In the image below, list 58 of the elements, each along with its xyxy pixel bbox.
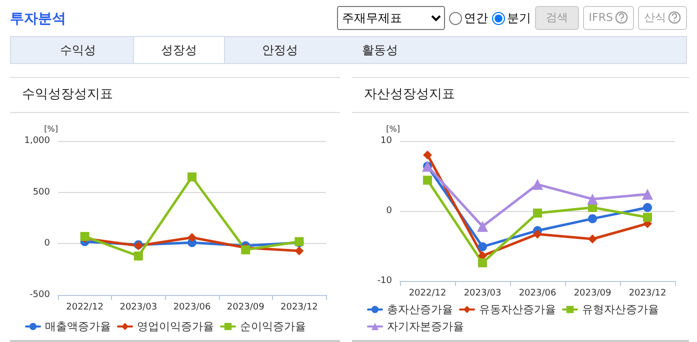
legend-label: 유동자산증가율 — [479, 303, 556, 316]
y-tick-label: 1,000 — [24, 136, 50, 146]
text: 안정성 — [261, 42, 299, 59]
text: 수익성 — [59, 42, 97, 59]
x-tick-label: 2023/06 — [173, 302, 211, 312]
x-tick-label: 2023/06 — [518, 288, 556, 298]
y-tick-label: 10 — [380, 136, 392, 146]
point — [643, 212, 652, 222]
text: 활동성 — [361, 42, 399, 59]
legend-label: 유형자산증가율 — [582, 303, 659, 316]
point — [533, 230, 542, 239]
x-tick-label: 2022/12 — [66, 302, 104, 312]
point — [423, 176, 432, 185]
legend-label: 영업이익증가율 — [137, 320, 214, 333]
point — [643, 203, 652, 212]
point — [477, 220, 488, 232]
chart-title: 수익성장성지표 — [10, 78, 340, 113]
x-tick-label: 2023/09 — [226, 302, 265, 312]
text: IFRS — [582, 6, 634, 30]
point — [134, 251, 143, 260]
x-tick-label: 2023/09 — [574, 288, 612, 298]
chart-title: 자산성장성지표 — [352, 78, 689, 113]
y-axis-title: [%] — [44, 124, 58, 134]
text: 산식 — [638, 6, 687, 30]
point — [188, 172, 196, 182]
text: 검색 — [534, 6, 579, 30]
point — [642, 188, 653, 200]
legend-label: 총자산증가율 — [387, 303, 453, 316]
text: 주재무제표 — [336, 6, 445, 30]
y-tick-label: 0 — [386, 206, 392, 216]
point — [294, 246, 304, 256]
point — [587, 194, 598, 205]
text: 분기 — [506, 10, 531, 26]
y-tick-label: 500 — [32, 187, 50, 198]
point — [533, 208, 542, 218]
point — [423, 150, 432, 160]
legend-label: 순이익증가율 — [240, 320, 306, 333]
point — [588, 214, 597, 224]
text: 연간 — [462, 10, 488, 26]
y-axis-title: [%] — [386, 124, 400, 134]
point — [532, 178, 543, 190]
point — [80, 232, 90, 241]
y-tick-label: -500 — [30, 290, 50, 300]
point — [188, 233, 196, 242]
text: 투자분석 — [10, 10, 66, 28]
legend-label: 자기자본증가율 — [387, 320, 464, 333]
x-tick-label: 2023/12 — [628, 288, 666, 298]
x-tick-label: 2023/03 — [120, 302, 158, 312]
y-tick-label: 0 — [44, 238, 50, 249]
text: 성장성 — [133, 37, 225, 63]
point — [478, 242, 487, 252]
point — [588, 234, 597, 244]
legend-label: 매출액증가율 — [45, 320, 111, 333]
x-tick-label: 2023/12 — [280, 302, 318, 312]
point — [478, 258, 487, 268]
y-tick-label: -10 — [377, 276, 392, 286]
x-tick-label: 2023/03 — [464, 288, 502, 298]
x-tick-label: 2022/12 — [408, 288, 446, 298]
